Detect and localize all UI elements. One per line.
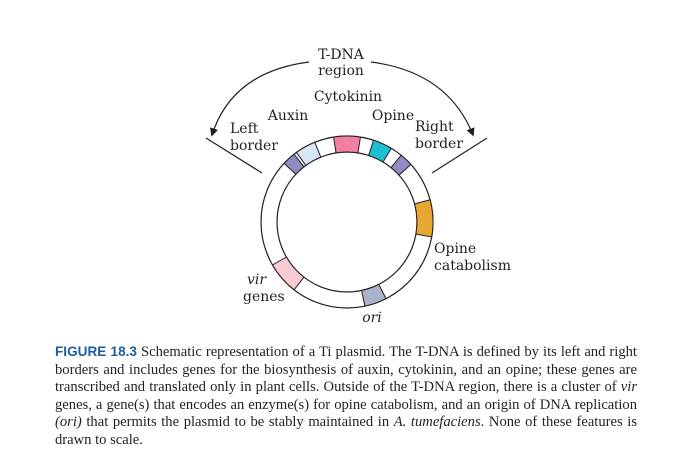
ori-label: ori [362,310,382,326]
caption-text-4: . None of these features is drawn to sca… [55,414,638,448]
opine-gene-segment [368,139,392,163]
vir-genes-segment [271,256,305,291]
right-border-label-line1: Right [415,119,454,135]
caption-ori: (ori) [55,414,82,431]
tdna-label-line1: T-DNA [318,47,365,63]
opine-label: Opine [372,108,414,124]
caption-text-2: genes, a gene(s) that encodes an enzyme(… [55,396,637,413]
figure-label: FIGURE 18.3 [55,344,137,359]
cytokinin-label: Cytokinin [314,89,382,105]
caption-vir: vir [620,379,637,396]
caption-text-1: Schematic representation of a Ti plasmid… [55,344,637,396]
tdna-arrow-left [210,61,310,137]
caption-text-3: that permits the plasmid to be stably ma… [81,414,394,431]
ori-segment [360,283,387,307]
right-border-label-line2: border [415,136,463,152]
left-border-segment [283,153,305,175]
left-border-label-line1: Left [230,121,259,137]
ti-plasmid-diagram: T-DNA region Cytokinin Auxin Opine Left … [205,47,511,326]
right-border-segment [390,154,412,176]
opine-catabolism-label-line1: Opine [434,241,476,257]
right-border-tick [431,137,488,174]
left-border-tick [205,137,263,174]
tdna-label-line2: region [318,63,364,79]
opine-catabolism-segment [414,199,434,238]
tdna-arrow-right [370,61,475,137]
cytokinin-gene-segment [332,135,362,154]
auxin-gene-segment [295,141,322,167]
figure-caption: FIGURE 18.3 Schematic representation of … [55,343,637,450]
left-border-label-line2: border [230,138,278,154]
genes-label: genes [243,289,285,305]
vir-label: vir [247,272,267,288]
auxin-label: Auxin [267,108,309,124]
caption-species: A. tumefaciens [393,414,481,431]
opine-catabolism-label-line2: catabolism [434,258,511,274]
